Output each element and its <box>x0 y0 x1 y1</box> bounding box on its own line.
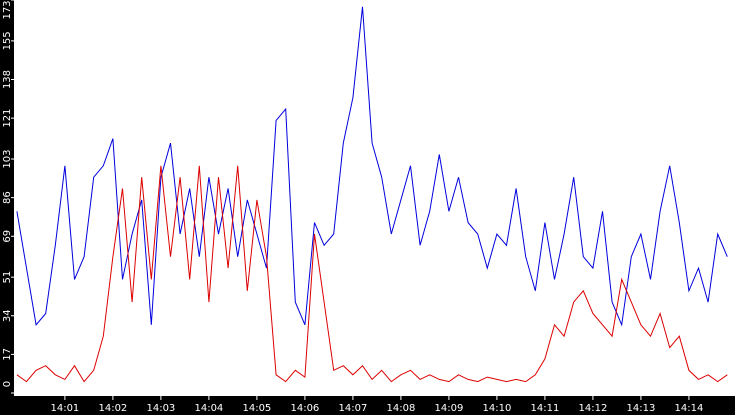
x-tick-label: 14:03 <box>146 403 175 414</box>
x-tick-label: 14:14 <box>675 403 704 414</box>
x-tick-label: 14:09 <box>434 403 463 414</box>
y-tick-label: 155 <box>2 31 13 50</box>
y-tick-label: 86 <box>2 191 13 204</box>
x-tick-label: 14:05 <box>242 403 271 414</box>
y-tick-label: 121 <box>2 109 13 128</box>
y-axis-strip <box>0 0 14 415</box>
y-tick-label: 51 <box>2 271 13 284</box>
y-tick-label: 173 <box>2 0 13 19</box>
y-tick-label: 138 <box>2 70 13 89</box>
x-axis-strip <box>0 396 735 415</box>
series-line <box>16 6 728 327</box>
x-tick-label: 14:02 <box>98 403 127 414</box>
x-tick-label: 14:13 <box>627 403 656 414</box>
y-tick-label: 34 <box>2 309 13 322</box>
y-tick-label: 69 <box>2 230 13 243</box>
x-tick-label: 14:12 <box>578 403 607 414</box>
y-tick-label: 17 <box>2 348 13 361</box>
x-tick-label: 14:07 <box>338 403 367 414</box>
x-tick-label: 14:11 <box>530 403 559 414</box>
x-tick-label: 14:08 <box>386 403 415 414</box>
x-tick-label: 14:10 <box>482 403 511 414</box>
x-tick-label: 14:04 <box>194 403 223 414</box>
y-tick-label: 0 <box>2 381 13 387</box>
x-tick-label: 14:06 <box>290 403 319 414</box>
y-tick-label: 103 <box>2 149 13 168</box>
x-tick-label: 14:01 <box>50 403 79 414</box>
series-line <box>16 165 728 383</box>
